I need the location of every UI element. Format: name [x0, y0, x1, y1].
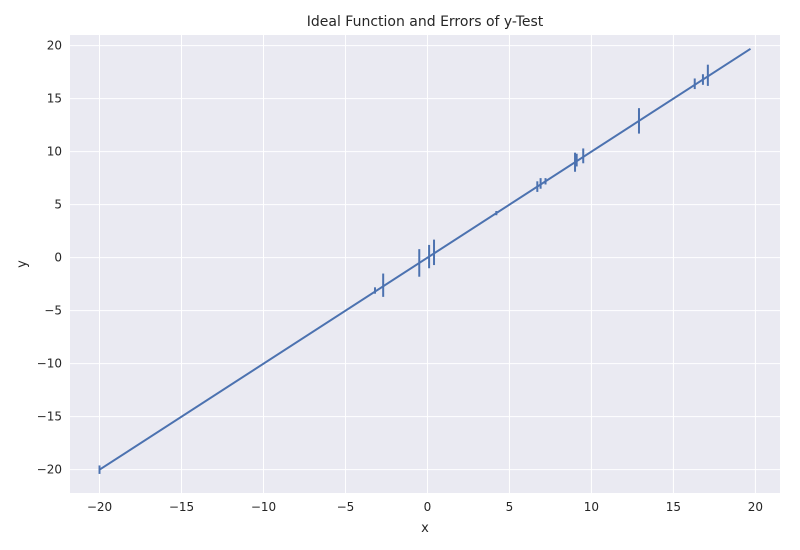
y-tick-label: 5	[54, 198, 62, 212]
tick-labels: −20 −15 −10 −5 0 5 10 15 20 −20 −15 −10 −5 0 5 10 15 20	[37, 39, 763, 514]
x-tick-label: −20	[87, 500, 112, 514]
x-tick-label: −15	[169, 500, 194, 514]
y-tick-label: 0	[54, 251, 62, 265]
y-tick-label: −15	[37, 410, 62, 424]
x-tick-label: 20	[748, 500, 763, 514]
grid	[70, 35, 780, 493]
y-tick-label: 10	[47, 145, 62, 159]
x-tick-label: −5	[337, 500, 355, 514]
x-tick-label: 0	[424, 500, 432, 514]
chart-title: Ideal Function and Errors of y-Test	[307, 14, 544, 30]
y-tick-label: 20	[47, 39, 62, 53]
y-tick-label: −5	[44, 304, 62, 318]
ideal-function-line	[98, 47, 752, 471]
series-layer	[98, 47, 752, 474]
x-tick-label: 15	[666, 500, 681, 514]
y-tick-label: −20	[37, 463, 62, 477]
x-tick-label: −10	[251, 500, 276, 514]
y-axis-label: y	[15, 260, 30, 268]
x-tick-label: 10	[584, 500, 599, 514]
x-tick-label: 5	[506, 500, 514, 514]
y-tick-label: −10	[37, 357, 62, 371]
y-tick-label: 15	[47, 92, 62, 106]
x-axis-label: x	[421, 521, 429, 536]
